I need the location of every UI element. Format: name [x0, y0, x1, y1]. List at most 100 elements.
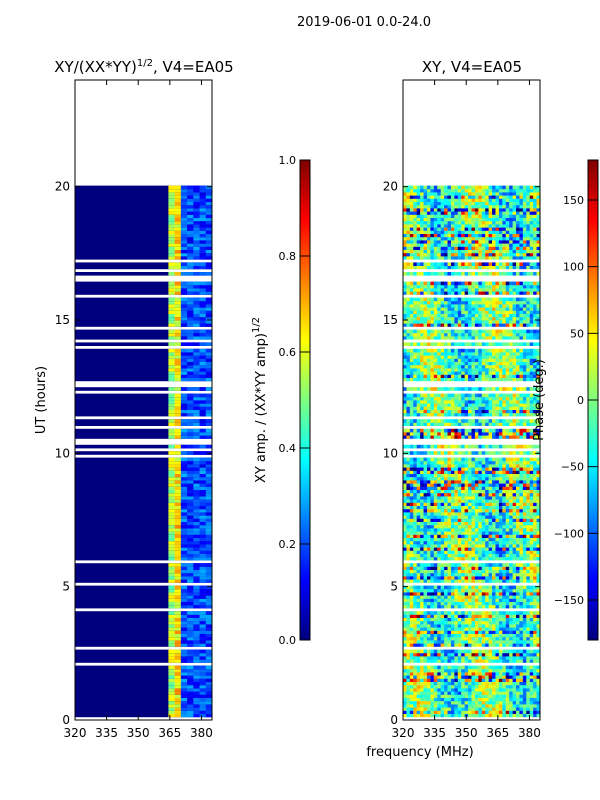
- amp-cell: [205, 521, 213, 526]
- phase-cell: [426, 604, 431, 609]
- phase-cell: [468, 566, 472, 570]
- phase-cell: [474, 393, 479, 398]
- phase-cell: [481, 435, 486, 439]
- phase-cell: [533, 656, 537, 660]
- phase-cell: [512, 419, 517, 423]
- amp-cell: [168, 499, 176, 503]
- amp-cell: [187, 633, 194, 638]
- phase-cell: [426, 620, 431, 625]
- phase-cell: [440, 566, 445, 570]
- phase-cell: [406, 393, 411, 398]
- amp-cell: [193, 476, 200, 481]
- phase-cell: [461, 531, 466, 535]
- phase-cell: [444, 492, 448, 497]
- phase-cell: [533, 387, 537, 391]
- phase-cell: [498, 464, 503, 468]
- phase-cell: [502, 704, 507, 708]
- amp-ytick-label: 15: [55, 313, 70, 327]
- phase-cell: [450, 480, 455, 484]
- phase-cell: [444, 665, 448, 670]
- phase-cell: [464, 531, 469, 535]
- phase-cell: [478, 588, 483, 593]
- phase-cell: [519, 704, 524, 708]
- phase-cell: [433, 521, 438, 526]
- phase-cell: [461, 412, 466, 417]
- phase-cell: [450, 492, 455, 497]
- phase-cell: [406, 537, 411, 542]
- amp-cell: [193, 704, 200, 708]
- phase-cell: [454, 668, 459, 673]
- phase-cell: [516, 412, 520, 417]
- phase-cell: [529, 467, 534, 471]
- phase-cell: [420, 620, 424, 625]
- phase-cell: [416, 505, 421, 510]
- phase-cell: [454, 435, 459, 439]
- phase-cell: [447, 396, 452, 401]
- phase-cell: [512, 531, 517, 535]
- phase-cell: [420, 464, 424, 468]
- phase-cell: [522, 473, 527, 478]
- amp-cell: [168, 377, 176, 382]
- amp-cell: [180, 224, 188, 228]
- phase-cell: [433, 620, 438, 625]
- phase-cell: [461, 713, 466, 718]
- phase-cell: [457, 473, 462, 478]
- phase-cell: [529, 624, 534, 628]
- phase-cell: [413, 451, 418, 455]
- phase-cell: [440, 419, 445, 423]
- phase-cell: [498, 672, 503, 676]
- phase-cell: [519, 419, 524, 423]
- phase-cell: [522, 652, 527, 657]
- phase-cell: [416, 704, 421, 708]
- phase-cell: [437, 707, 442, 711]
- phase-cell: [457, 713, 462, 718]
- phase-cell: [529, 681, 534, 686]
- phase-cell: [468, 473, 472, 478]
- amp-cell: [187, 323, 194, 327]
- phase-cell: [403, 396, 407, 401]
- phase-cell: [426, 624, 431, 628]
- phase-cell: [522, 457, 527, 462]
- phase-cell: [502, 396, 507, 401]
- phase-cell: [516, 537, 520, 542]
- amp-cell: [168, 460, 176, 465]
- amp-cell: [174, 297, 182, 302]
- phase-cell: [495, 518, 500, 522]
- phase-cell: [492, 694, 496, 698]
- phase-cell: [437, 505, 442, 510]
- amp-cell: [205, 320, 213, 324]
- phase-cell: [516, 684, 520, 689]
- amp-row: [75, 464, 212, 468]
- phase-cell: [420, 659, 424, 663]
- phase-cell: [450, 620, 455, 625]
- phase-cell: [505, 486, 510, 490]
- phase-cell: [536, 668, 541, 673]
- phase-cell: [464, 585, 469, 590]
- phase-cell: [464, 534, 469, 538]
- phase-cell: [522, 467, 527, 471]
- amp-cell: [174, 694, 182, 698]
- phase-cell: [440, 620, 445, 625]
- phase-cell: [522, 470, 527, 474]
- phase-cell: [447, 460, 452, 465]
- phase-cell: [526, 624, 531, 628]
- phase-cell: [457, 553, 462, 558]
- phase-cell: [522, 681, 527, 686]
- phase-cell: [416, 451, 421, 455]
- phase-cell: [485, 377, 490, 382]
- phase-cell: [502, 707, 507, 711]
- phase-cell: [413, 428, 418, 433]
- amp-cell: [193, 531, 200, 535]
- phase-cell: [516, 505, 520, 510]
- phase-cell: [509, 396, 513, 401]
- amp-cell: [180, 256, 188, 260]
- phase-cell: [437, 617, 442, 622]
- phase-cell: [533, 649, 537, 654]
- phase-cell: [505, 508, 510, 513]
- amp-cell: [180, 531, 188, 535]
- phase-cell: [433, 563, 438, 567]
- phase-cell: [457, 691, 462, 695]
- phase-cell: [430, 460, 435, 465]
- phase-cell: [474, 518, 479, 522]
- phase-cell: [478, 636, 483, 641]
